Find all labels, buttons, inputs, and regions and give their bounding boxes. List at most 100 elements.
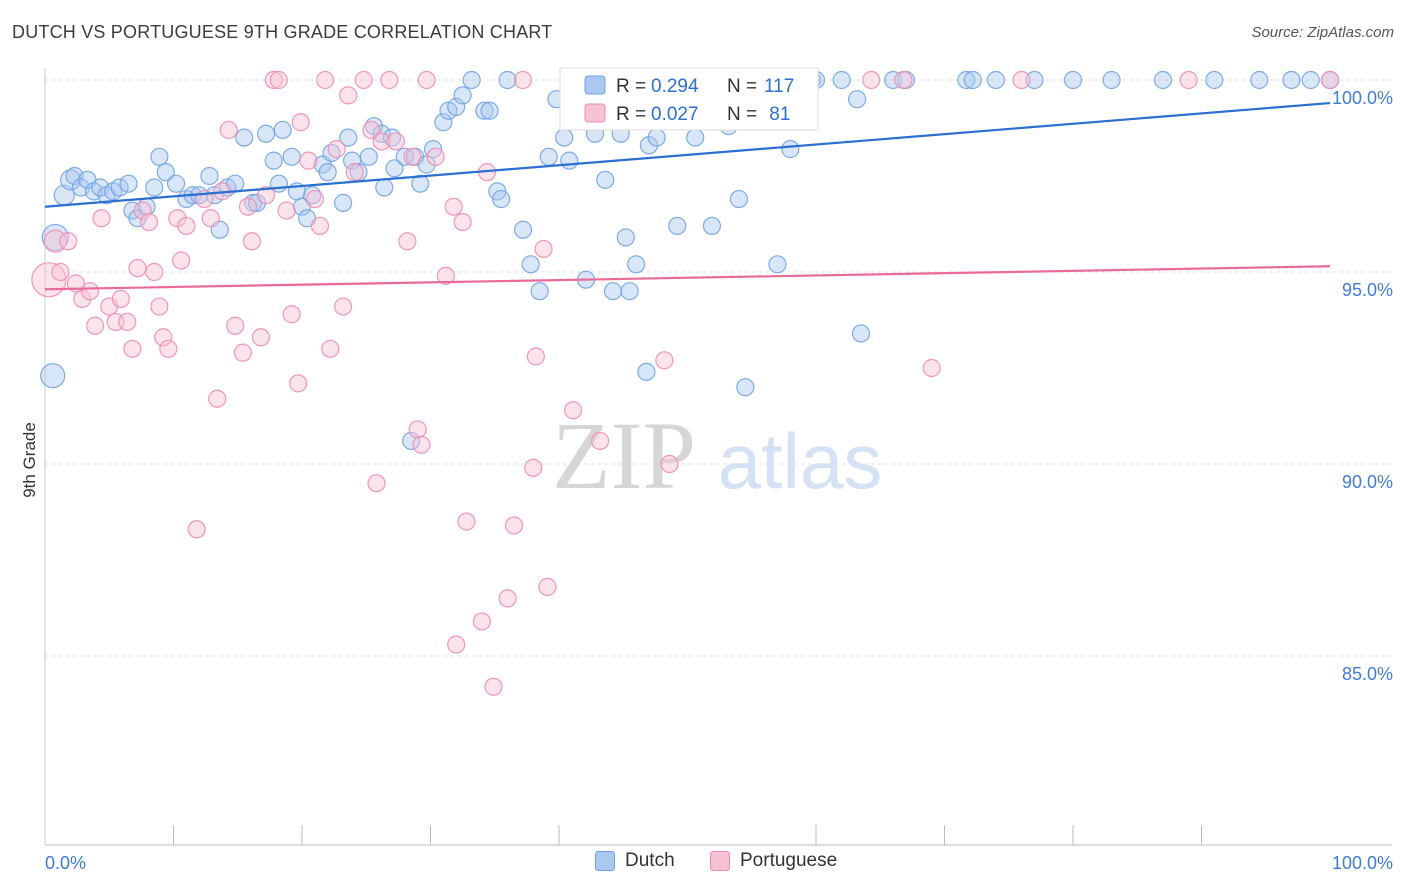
point-portuguese xyxy=(187,520,206,539)
point-portuguese xyxy=(133,201,152,220)
point-portuguese xyxy=(291,113,310,132)
bottom-legend-swatch-portuguese xyxy=(710,851,730,871)
point-dutch xyxy=(375,178,394,197)
point-portuguese xyxy=(591,431,610,451)
point-portuguese xyxy=(484,677,503,696)
point-dutch xyxy=(768,255,787,274)
point-portuguese xyxy=(498,589,517,608)
point-dutch xyxy=(318,163,337,182)
legend-r-label-dutch: R = xyxy=(616,76,646,97)
point-dutch xyxy=(447,97,466,116)
point-portuguese xyxy=(1320,70,1340,90)
point-portuguese xyxy=(386,132,405,151)
point-dutch xyxy=(492,189,511,209)
legend-n-value-portuguese: 81 xyxy=(764,104,790,125)
point-portuguese xyxy=(289,374,308,393)
legend-n-label-portuguese: N = xyxy=(727,104,757,125)
point-dutch xyxy=(402,431,421,451)
source-label: Source: ZipAtlas.com xyxy=(1251,24,1394,41)
point-dutch xyxy=(150,147,169,166)
point-portuguese xyxy=(417,70,436,90)
point-portuguese xyxy=(208,389,227,408)
point-portuguese xyxy=(177,216,196,236)
point-portuguese xyxy=(305,189,324,209)
point-dutch xyxy=(647,128,666,147)
trend-line-dutch xyxy=(44,101,1331,208)
point-portuguese xyxy=(436,266,456,285)
point-portuguese xyxy=(426,147,445,166)
point-portuguese xyxy=(472,612,491,631)
point-dutch xyxy=(1063,70,1083,90)
point-dutch xyxy=(736,378,755,397)
legend: R = 0.294 N = 117 R = 0.027 N = 81 xyxy=(559,67,819,131)
point-dutch xyxy=(986,70,1006,90)
point-portuguese xyxy=(264,70,283,90)
legend-swatch-portuguese xyxy=(584,103,606,123)
point-portuguese xyxy=(256,186,276,205)
point-dutch xyxy=(264,151,283,170)
point-dutch xyxy=(555,128,574,147)
point-portuguese xyxy=(111,289,130,308)
point-dutch xyxy=(702,216,722,236)
legend-n-value-dutch: 117 xyxy=(764,76,794,97)
point-portuguese xyxy=(242,232,261,251)
point-portuguese xyxy=(334,297,353,316)
point-portuguese xyxy=(154,328,173,347)
point-portuguese xyxy=(345,163,364,182)
point-portuguese xyxy=(526,347,545,366)
point-portuguese xyxy=(660,454,679,474)
point-dutch xyxy=(963,70,982,90)
point-dutch xyxy=(282,147,301,166)
point-portuguese xyxy=(226,316,245,335)
y-tick-label: 95.0% xyxy=(1342,280,1393,300)
series-portuguese xyxy=(31,70,1340,696)
point-dutch xyxy=(729,189,749,209)
point-portuguese xyxy=(277,201,296,220)
gridlines xyxy=(45,79,1392,657)
point-portuguese xyxy=(1179,70,1198,90)
axes: 85.0% 90.0% 95.0% 100.0% 0.0% 100.0% xyxy=(44,68,1393,873)
point-portuguese xyxy=(339,86,358,105)
legend-n-label-dutch: N = xyxy=(727,76,757,97)
legend-r-value-portuguese: 0.027 xyxy=(651,104,699,125)
x-tick-label-start: 0.0% xyxy=(45,853,86,873)
point-dutch xyxy=(411,174,430,193)
bottom-legend-dutch: Dutch xyxy=(595,850,675,872)
point-dutch xyxy=(166,174,186,193)
point-portuguese xyxy=(145,262,164,282)
point-portuguese xyxy=(453,212,472,232)
point-portuguese xyxy=(372,132,391,151)
bottom-legend-swatch-dutch xyxy=(595,851,615,871)
point-dutch xyxy=(560,151,579,170)
point-dutch xyxy=(40,363,66,389)
y-axis-label: 9th Grade xyxy=(20,422,39,498)
point-portuguese xyxy=(408,420,427,439)
point-portuguese xyxy=(894,70,913,90)
point-portuguese xyxy=(86,316,105,335)
point-portuguese xyxy=(1012,70,1031,90)
point-dutch xyxy=(339,128,358,147)
point-portuguese xyxy=(367,474,386,493)
point-portuguese xyxy=(43,229,67,253)
point-dutch xyxy=(235,128,254,147)
point-portuguese xyxy=(51,262,70,282)
point-dutch xyxy=(156,163,175,182)
point-portuguese xyxy=(513,70,533,90)
point-portuguese xyxy=(412,435,431,454)
point-portuguese xyxy=(564,401,583,420)
point-portuguese xyxy=(73,289,92,308)
point-dutch xyxy=(637,362,656,381)
point-dutch xyxy=(626,255,646,274)
point-dutch xyxy=(1205,70,1224,90)
point-portuguese xyxy=(444,197,463,216)
point-portuguese xyxy=(310,216,330,236)
point-portuguese xyxy=(380,70,399,90)
legend-swatch-dutch xyxy=(584,75,606,95)
point-portuguese xyxy=(159,339,178,358)
point-dutch xyxy=(273,120,292,140)
point-portuguese xyxy=(362,120,381,140)
point-dutch xyxy=(639,136,659,155)
point-dutch xyxy=(832,70,851,90)
point-dutch xyxy=(521,255,540,274)
point-portuguese xyxy=(233,343,252,362)
